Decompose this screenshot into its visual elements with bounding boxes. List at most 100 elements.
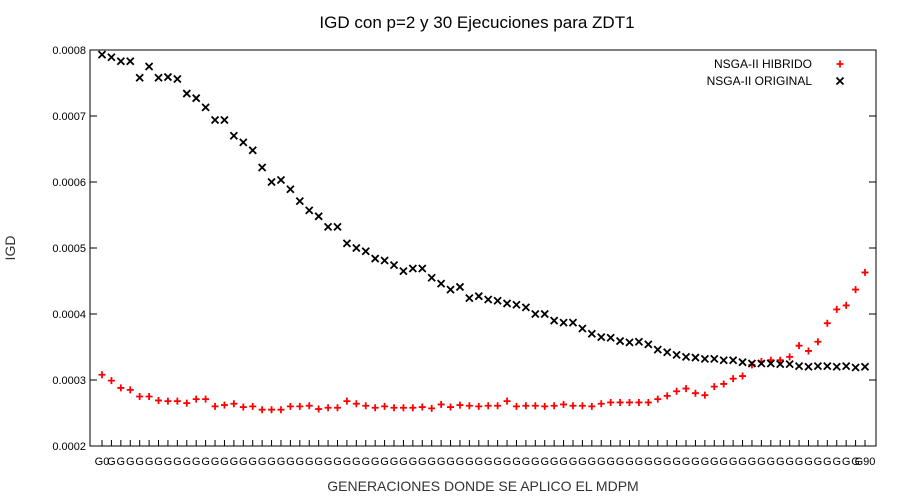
point-original xyxy=(173,74,182,84)
point-original xyxy=(361,247,370,256)
point-hibrido xyxy=(286,402,294,410)
point-hibrido xyxy=(381,402,389,410)
x-tick-label: G xyxy=(173,456,182,468)
point-hibrido xyxy=(823,319,831,327)
point-original xyxy=(201,103,210,112)
point-hibrido xyxy=(776,356,784,364)
point-original xyxy=(323,222,333,232)
point-hibrido xyxy=(814,338,822,346)
x-tick-label: G xyxy=(201,456,210,468)
point-original xyxy=(521,303,531,312)
x-tick-label: G xyxy=(380,456,389,468)
y-axis: 0.0002 0.0003 0.0004 0.0005 0.0006 0.0007 0.00… xyxy=(52,45,876,453)
point-original xyxy=(813,362,823,371)
x-tick-label-first: G0 xyxy=(95,456,110,468)
point-hibrido xyxy=(663,392,671,400)
point-original xyxy=(794,362,804,371)
point-original xyxy=(578,324,587,333)
point-original xyxy=(785,360,794,369)
point-original xyxy=(380,256,389,265)
point-original xyxy=(107,53,116,62)
y-tick-label: 0.0006 xyxy=(52,177,86,189)
point-hibrido xyxy=(315,405,323,413)
point-original xyxy=(182,89,191,98)
point-original xyxy=(681,352,691,362)
point-hibrido xyxy=(550,402,558,410)
point-original xyxy=(267,177,276,187)
point-original xyxy=(823,362,832,371)
x-tick-label: G xyxy=(823,456,832,468)
point-hibrido xyxy=(842,301,850,309)
point-original xyxy=(728,356,738,365)
x-tick-label: G xyxy=(672,456,681,468)
point-original xyxy=(550,316,559,325)
point-original xyxy=(239,138,248,147)
point-hibrido xyxy=(343,397,351,405)
point-original xyxy=(295,197,304,206)
x-tick-label: G xyxy=(154,456,163,468)
point-original xyxy=(257,163,267,172)
point-original xyxy=(408,264,417,273)
point-original xyxy=(154,73,163,82)
point-original xyxy=(192,94,201,103)
x-tick-label: G xyxy=(531,456,540,468)
x-tick-label: G xyxy=(324,456,333,468)
point-original xyxy=(493,296,502,305)
point-original xyxy=(220,115,229,125)
point-hibrido xyxy=(155,396,163,404)
x-tick-label: G xyxy=(785,456,794,468)
point-hibrido xyxy=(635,398,643,406)
x-tick-label: G xyxy=(135,456,144,468)
point-hibrido xyxy=(173,397,181,405)
x-tick-label: G xyxy=(456,456,465,468)
point-original xyxy=(804,362,813,371)
point-hibrido xyxy=(739,372,747,380)
point-hibrido xyxy=(512,402,520,410)
point-original xyxy=(399,266,408,276)
point-original xyxy=(568,318,578,327)
x-tick-label: G xyxy=(437,456,446,468)
x-tick-label: G xyxy=(371,456,380,468)
x-tick-label: G xyxy=(418,456,427,468)
point-hibrido xyxy=(399,404,407,412)
x-tick-label: G xyxy=(399,456,408,468)
point-original xyxy=(644,340,653,349)
point-hibrido xyxy=(126,386,134,394)
point-original xyxy=(210,115,220,125)
point-hibrido xyxy=(616,398,624,406)
point-original xyxy=(691,353,700,362)
x-tick-label: G xyxy=(540,456,549,468)
x-tick-label: G xyxy=(663,456,672,468)
x-tick-label: G xyxy=(767,456,776,468)
x-tick-label: G xyxy=(625,456,634,468)
x-tick-label: G xyxy=(390,456,399,468)
point-hibrido xyxy=(644,398,652,406)
point-original xyxy=(418,264,427,273)
point-hibrido xyxy=(409,404,417,412)
point-hibrido xyxy=(305,402,313,410)
x-tick-label: G xyxy=(126,456,135,468)
point-original xyxy=(97,50,107,59)
y-tick-label: 0.0008 xyxy=(52,45,86,57)
point-original xyxy=(766,359,775,368)
x-tick-label: G xyxy=(635,456,644,468)
point-original xyxy=(719,356,728,365)
point-hibrido xyxy=(682,385,690,393)
point-hibrido xyxy=(183,399,191,407)
x-tick-label: G xyxy=(738,456,747,468)
point-hibrido xyxy=(277,406,285,414)
x-tick-label: G xyxy=(314,456,323,468)
point-hibrido xyxy=(230,400,238,408)
point-original xyxy=(842,362,851,371)
point-hibrido xyxy=(220,401,228,409)
point-original xyxy=(710,354,719,364)
point-original xyxy=(455,282,465,292)
x-tick-label: G xyxy=(851,456,860,468)
point-hibrido xyxy=(437,400,445,408)
x-tick-label: G xyxy=(107,456,116,468)
x-axis: G0G G G G G G G G G G G G G G G G G G G G G G G G G G G G G G G G G G G G G G… xyxy=(95,440,875,468)
point-original xyxy=(427,273,436,282)
x-tick-label: G xyxy=(296,456,305,468)
x-tick-label: G xyxy=(682,456,691,468)
